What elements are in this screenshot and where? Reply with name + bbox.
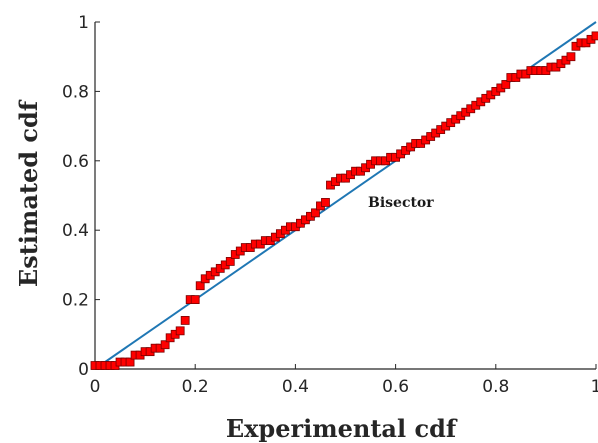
- x-tick-label: 0.2: [182, 377, 209, 397]
- data-point: [501, 80, 511, 89]
- data-point: [311, 208, 320, 218]
- data-point: [321, 198, 330, 207]
- data-point: [160, 340, 170, 350]
- data-point: [190, 295, 200, 305]
- y-tick-label: 0.2: [62, 291, 89, 311]
- x-axis-label: Experimental cdf: [226, 414, 458, 443]
- data-point: [225, 257, 235, 266]
- data-point: [195, 281, 205, 291]
- x-tick-label: 0.4: [282, 377, 309, 397]
- x-tick-label: 0.6: [382, 377, 409, 397]
- y-tick-label: 0: [78, 360, 89, 380]
- y-axis-label: Estimated cdf: [14, 99, 43, 287]
- data-point: [180, 316, 190, 325]
- y-tick-label: 0.6: [62, 152, 89, 172]
- tick-labels: 0 0.2 0.4 0.6 0.8 1 0 0.2 0.4 0.6 0.8 1: [62, 13, 598, 397]
- axes: [94, 21, 597, 370]
- data-point: [125, 357, 135, 367]
- data-point: [175, 326, 185, 336]
- estimated-cdf-series: [90, 31, 598, 370]
- y-tick-label: 0.8: [62, 82, 89, 102]
- data-point: [566, 52, 576, 62]
- data-point: [591, 31, 598, 41]
- x-tick-label: 0: [90, 377, 101, 397]
- x-tick-label: 0.8: [482, 377, 509, 397]
- y-tick-label: 1: [78, 13, 89, 33]
- bisector-annotation: Bisector: [368, 195, 434, 211]
- y-tick-label: 0.4: [62, 221, 89, 241]
- x-tick-label: 1: [591, 377, 598, 397]
